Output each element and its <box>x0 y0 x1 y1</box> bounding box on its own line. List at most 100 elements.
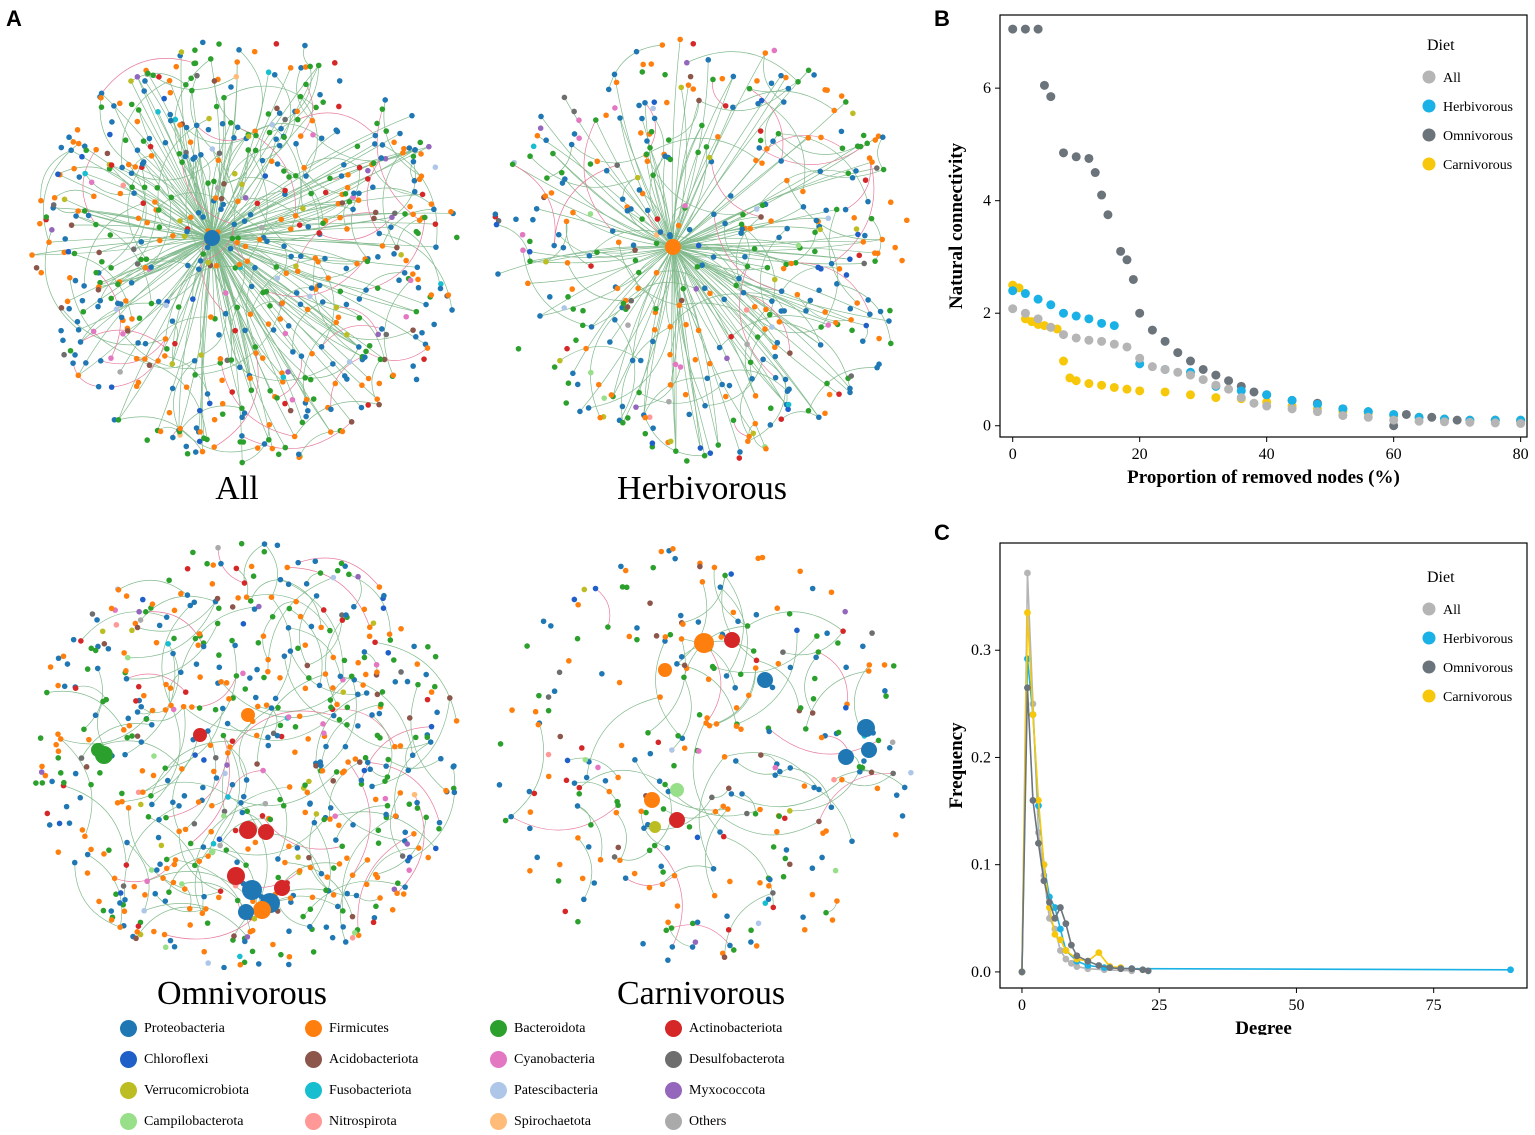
phyla-legend-label: Cyanobacteria <box>514 1051 595 1067</box>
data-point <box>1051 930 1059 938</box>
data-point <box>1128 965 1136 973</box>
network-nodes <box>496 546 914 963</box>
phyla-legend-label: Patescibacteria <box>514 1082 598 1098</box>
legend-title: Diet <box>1427 569 1455 586</box>
data-point <box>1135 386 1145 396</box>
data-point <box>1173 348 1183 358</box>
phyla-legend-label: Verrucomicrobiota <box>144 1082 249 1098</box>
phyla-legend-item: Bacteroidota <box>490 1020 586 1037</box>
legend-dot-icon <box>490 1082 507 1099</box>
data-point <box>1039 80 1049 90</box>
network-nodes <box>492 36 910 464</box>
phyla-legend-label: Spirochaetota <box>514 1113 591 1129</box>
data-point <box>1084 153 1094 163</box>
legend-marker-icon <box>1422 157 1436 171</box>
phyla-legend-label: Desulfobacterota <box>689 1051 785 1067</box>
data-point <box>1071 376 1081 386</box>
phyla-legend-label: Actinobacteriota <box>689 1020 783 1036</box>
legend-label: Omnivorous <box>1443 129 1513 144</box>
legend-dot-icon <box>305 1113 322 1130</box>
phyla-legend-label: Myxococcota <box>689 1082 766 1098</box>
phyla-legend-label: Others <box>689 1113 727 1129</box>
phyla-legend-item: Campilobacterota <box>120 1113 244 1130</box>
legend-marker-icon <box>1422 99 1436 113</box>
phyla-legend-item: Fusobacteriota <box>305 1082 411 1099</box>
data-point <box>1147 362 1157 372</box>
y-axis-label: Frequency <box>946 722 967 809</box>
network-title-omnivorous: Omnivorous <box>157 975 327 1012</box>
data-point <box>1236 386 1246 396</box>
x-tick-label: 60 <box>1386 446 1402 463</box>
data-point <box>1414 416 1424 426</box>
phyla-legend-item: Others <box>665 1113 726 1130</box>
phyla-legend-label: Bacteroidota <box>514 1020 586 1036</box>
data-point <box>1312 399 1322 409</box>
data-point <box>1073 963 1081 970</box>
data-point <box>1135 308 1145 318</box>
legend-marker-icon <box>1422 689 1436 703</box>
legend-dot-icon <box>665 1113 682 1130</box>
data-point <box>1109 339 1119 349</box>
data-point <box>1139 966 1147 974</box>
panel-label-a: A <box>6 6 22 31</box>
phyla-legend-label: Fusobacteriota <box>329 1082 412 1098</box>
data-point <box>1008 304 1018 314</box>
data-point <box>1029 796 1037 804</box>
data-point <box>1249 398 1259 408</box>
chart-natural-connectivity: 0 20 40 60 80 0 2 4 6 Proportion of removed nodes… <box>946 14 1529 488</box>
network-nodes <box>29 39 460 466</box>
plot-frame <box>999 542 1528 989</box>
series-carnivorous <box>1018 609 1125 976</box>
data-point <box>1084 957 1092 965</box>
data-point <box>1338 411 1348 421</box>
phyla-legend-item: Firmicutes <box>305 1020 389 1037</box>
data-point <box>1056 936 1064 944</box>
chart-legend: Diet All Herbivorous Omnivorous Carnivorous <box>1422 569 1513 705</box>
legend-marker-icon <box>1422 602 1436 616</box>
network-panels <box>29 36 914 970</box>
legend-dot-icon <box>490 1051 507 1068</box>
data-point <box>1401 409 1411 419</box>
data-point <box>1363 412 1373 422</box>
data-point <box>1095 962 1103 969</box>
phyla-legend-item: Acidobacteriota <box>305 1051 418 1068</box>
series-line <box>1021 572 1132 972</box>
data-point <box>1507 966 1514 974</box>
series-omnivorous <box>1018 684 1152 976</box>
series-herbivorous <box>1018 655 1514 976</box>
data-point <box>1062 955 1070 963</box>
data-point <box>1465 417 1475 427</box>
panel-label-c: C <box>934 520 950 545</box>
data-point <box>1033 314 1043 324</box>
legend-marker-icon <box>1422 128 1436 142</box>
data-point <box>1439 417 1449 427</box>
x-tick-label: 25 <box>1151 997 1167 1014</box>
legend-marker-icon <box>1422 660 1436 674</box>
data-point <box>1106 964 1114 972</box>
data-point <box>1128 274 1138 284</box>
phyla-legend-item: Nitrospirota <box>305 1113 397 1130</box>
x-axis-label: Degree <box>1235 1018 1292 1035</box>
phyla-legend-item: Spirochaetota <box>490 1113 591 1130</box>
data-point <box>1262 401 1272 411</box>
data-point <box>1071 152 1081 162</box>
legend-marker-icon <box>1422 70 1436 84</box>
data-point <box>1122 255 1132 265</box>
data-point <box>1035 839 1042 847</box>
phyla-legend-item: Verrucomicrobiota <box>120 1082 249 1099</box>
data-point <box>1035 796 1042 804</box>
data-point <box>1071 311 1081 321</box>
data-point <box>1185 390 1195 400</box>
data-point <box>1287 404 1297 414</box>
legend-dot-icon <box>665 1082 682 1099</box>
network-herbivorous <box>492 36 910 464</box>
x-tick-label: 80 <box>1513 446 1529 463</box>
data-point <box>1067 941 1075 949</box>
legend-label: Omnivorous <box>1443 661 1513 676</box>
data-point <box>1427 412 1437 422</box>
legend-label: All <box>1443 71 1461 86</box>
y-tick-label: 0.2 <box>971 749 991 766</box>
data-point <box>1109 321 1119 331</box>
legend-dot-icon <box>120 1113 137 1130</box>
data-point <box>1198 375 1208 385</box>
